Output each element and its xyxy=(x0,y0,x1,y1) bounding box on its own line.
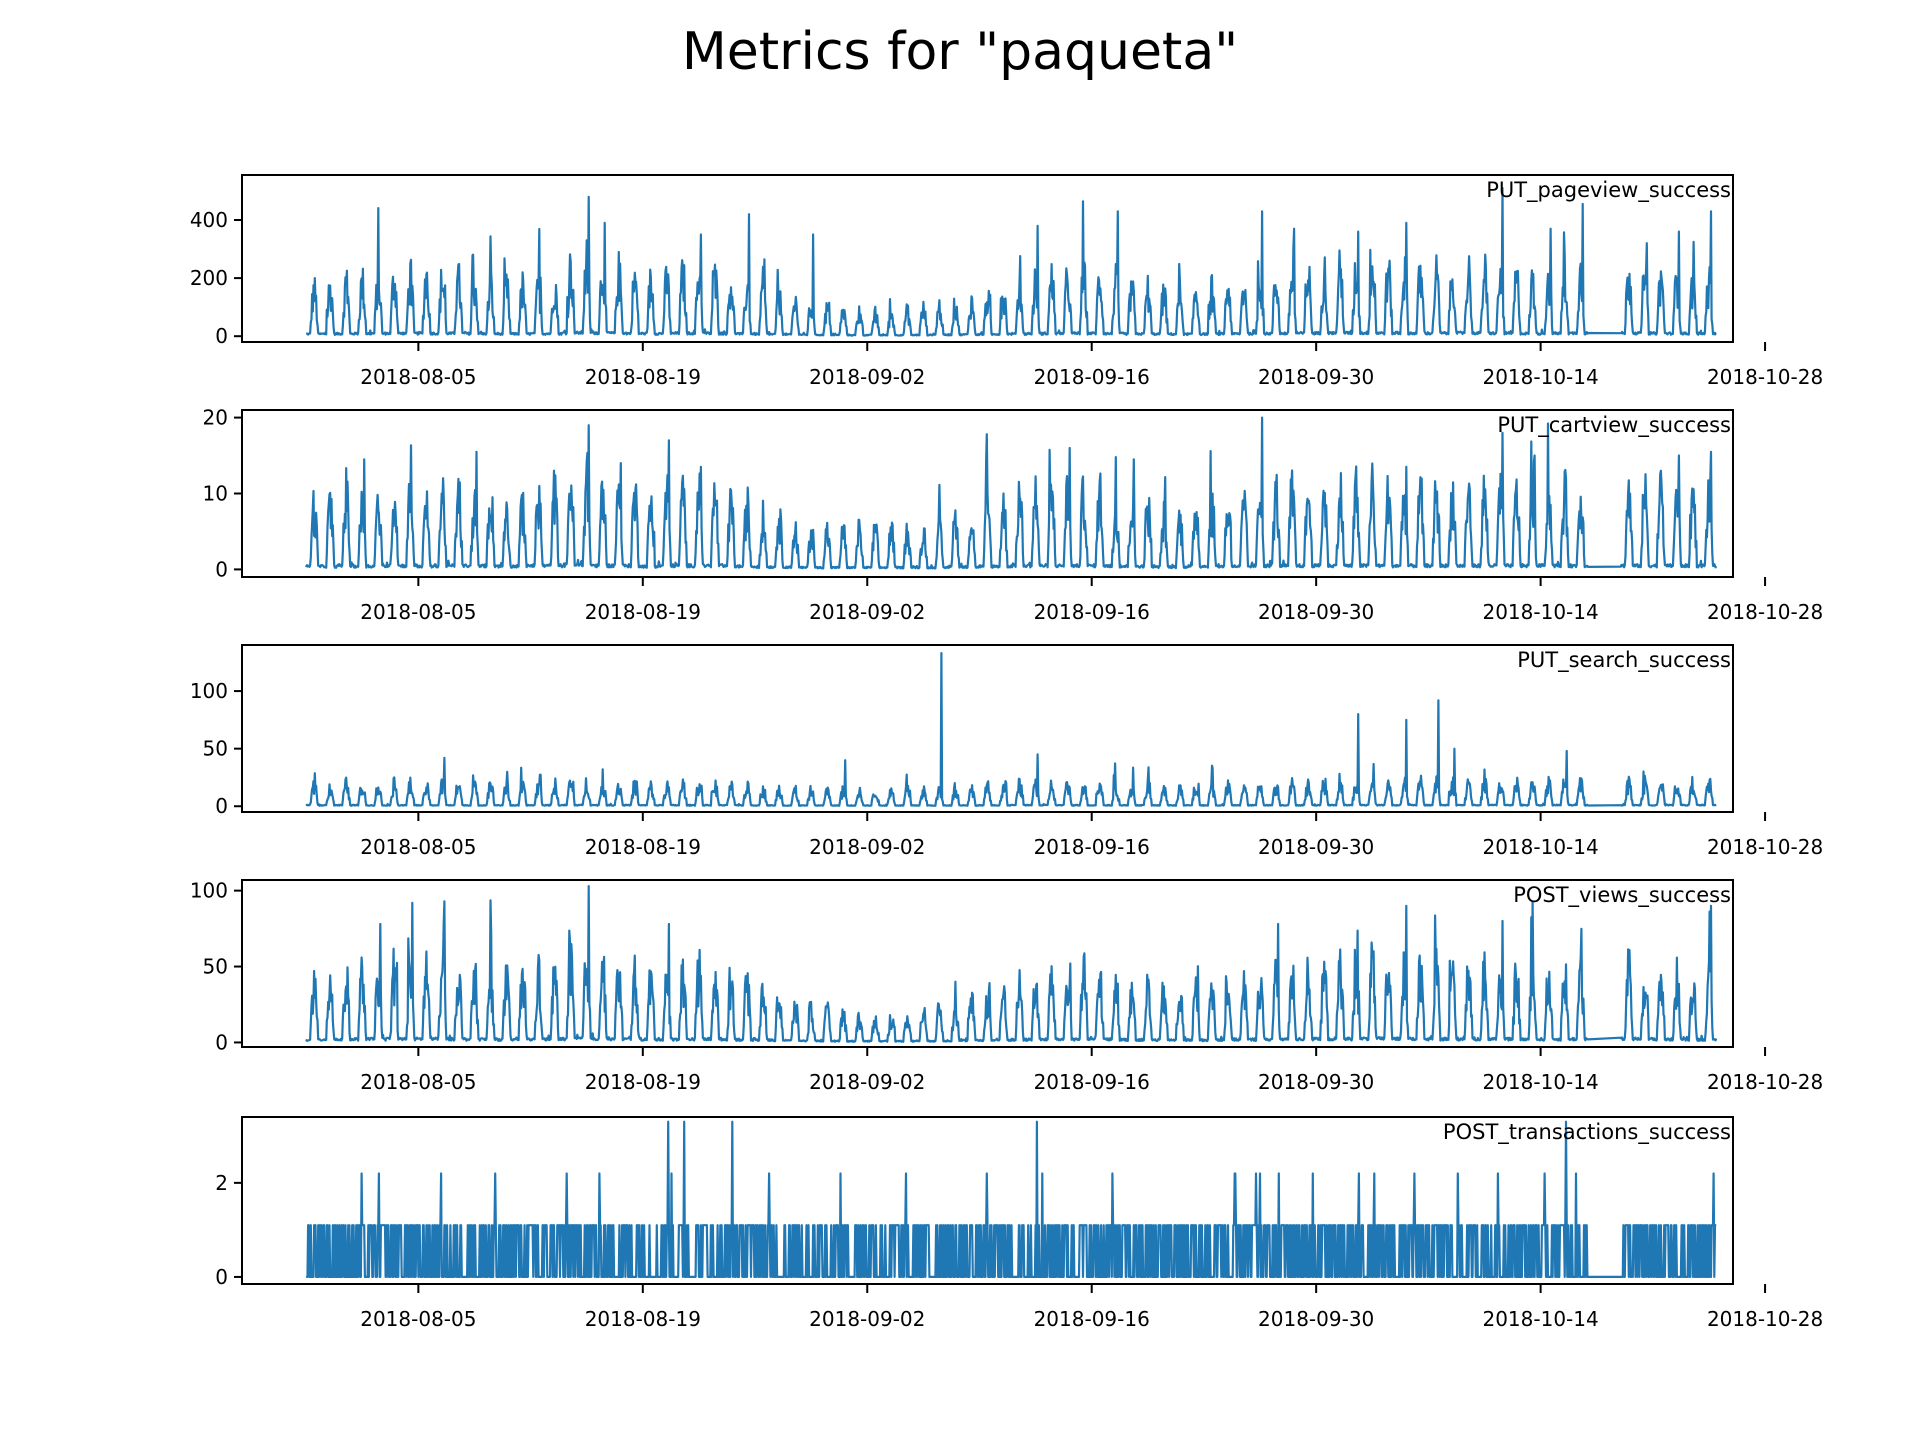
subplot-POST_views_success: POST_views_success 0 50 100 2018-08-05 2018-0… xyxy=(190,879,1823,1094)
y-tick-label: 2 xyxy=(215,1171,228,1195)
axes-frame xyxy=(241,1116,1734,1285)
x-tick-label: 2018-08-05 xyxy=(360,835,476,859)
y-tick-label: 100 xyxy=(190,879,228,903)
x-tick-label: 2018-09-02 xyxy=(809,365,925,389)
axes-frame xyxy=(241,644,1734,813)
y-tick-label: 50 xyxy=(203,737,228,761)
x-tick-label: 2018-09-02 xyxy=(809,600,925,624)
series-line xyxy=(305,1120,1717,1278)
y-tick-label: 50 xyxy=(203,955,228,979)
x-tick-label: 2018-09-30 xyxy=(1258,600,1374,624)
x-tick-label: 2018-10-14 xyxy=(1482,600,1598,624)
x-tick-label: 2018-10-14 xyxy=(1482,1307,1598,1331)
x-tick-label: 2018-10-28 xyxy=(1707,1307,1823,1331)
x-tick-label: 2018-08-19 xyxy=(585,835,701,859)
subplot-label: PUT_pageview_success xyxy=(1486,178,1731,203)
subplot-POST_transactions_success: POST_transactions_success 0 2 2018-08-05 201… xyxy=(215,1116,1823,1331)
subplot-label: POST_transactions_success xyxy=(1443,1120,1731,1145)
x-tick-label: 2018-10-28 xyxy=(1707,835,1823,859)
x-tick-label: 2018-10-14 xyxy=(1482,1070,1598,1094)
series-line xyxy=(305,885,1718,1043)
x-tick-label: 2018-09-16 xyxy=(1034,1070,1150,1094)
x-tick-label: 2018-08-05 xyxy=(360,365,476,389)
y-tick-label: 0 xyxy=(215,1030,228,1054)
x-tick-label: 2018-10-28 xyxy=(1707,1070,1823,1094)
x-tick-label: 2018-08-19 xyxy=(585,1307,701,1331)
subplot-label: PUT_search_success xyxy=(1517,648,1731,673)
subplot-PUT_pageview_success: PUT_pageview_success 0 200 400 2018-08-05 201… xyxy=(190,174,1823,389)
x-tick-label: 2018-09-16 xyxy=(1034,365,1150,389)
y-tick-label: 0 xyxy=(215,1265,228,1289)
x-tick-label: 2018-09-02 xyxy=(809,1070,925,1094)
y-tick-label: 200 xyxy=(190,266,228,290)
x-tick-label: 2018-08-19 xyxy=(585,600,701,624)
x-tick-label: 2018-08-05 xyxy=(360,1307,476,1331)
y-tick-label: 10 xyxy=(203,482,228,506)
x-tick-label: 2018-09-30 xyxy=(1258,835,1374,859)
x-tick-label: 2018-10-28 xyxy=(1707,365,1823,389)
y-tick-label: 100 xyxy=(190,679,228,703)
y-tick-label: 0 xyxy=(215,557,228,581)
x-tick-label: 2018-10-14 xyxy=(1482,835,1598,859)
axes-frame xyxy=(241,174,1734,343)
x-tick-label: 2018-09-30 xyxy=(1258,1307,1374,1331)
axes-frame xyxy=(241,879,1734,1048)
y-tick-label: 400 xyxy=(190,208,228,232)
subplot-label: PUT_cartview_success xyxy=(1497,413,1731,438)
y-tick-label: 20 xyxy=(203,406,228,430)
x-tick-label: 2018-09-16 xyxy=(1034,835,1150,859)
subplot-PUT_search_success: PUT_search_success 0 50 100 2018-08-05 2018-0… xyxy=(190,644,1823,859)
x-tick-label: 2018-10-14 xyxy=(1482,365,1598,389)
subplot-label: POST_views_success xyxy=(1513,883,1731,908)
x-tick-label: 2018-09-16 xyxy=(1034,600,1150,624)
x-tick-label: 2018-08-19 xyxy=(585,1070,701,1094)
x-tick-label: 2018-09-02 xyxy=(809,1307,925,1331)
x-tick-label: 2018-08-19 xyxy=(585,365,701,389)
y-tick-label: 0 xyxy=(215,324,228,348)
x-tick-label: 2018-09-02 xyxy=(809,835,925,859)
y-tick-label: 0 xyxy=(215,794,228,818)
subplot-PUT_cartview_success: PUT_cartview_success 0 10 20 2018-08-05 2018-… xyxy=(203,406,1824,624)
series-line xyxy=(305,416,1718,570)
series-line xyxy=(305,187,1717,337)
figure-title: Metrics for "paqueta" xyxy=(681,22,1239,82)
x-tick-label: 2018-09-16 xyxy=(1034,1307,1150,1331)
x-tick-label: 2018-08-05 xyxy=(360,1070,476,1094)
x-tick-label: 2018-08-05 xyxy=(360,600,476,624)
x-tick-label: 2018-10-28 xyxy=(1707,600,1823,624)
x-tick-label: 2018-09-30 xyxy=(1258,1070,1374,1094)
x-tick-label: 2018-09-30 xyxy=(1258,365,1374,389)
series-line xyxy=(305,652,1717,807)
